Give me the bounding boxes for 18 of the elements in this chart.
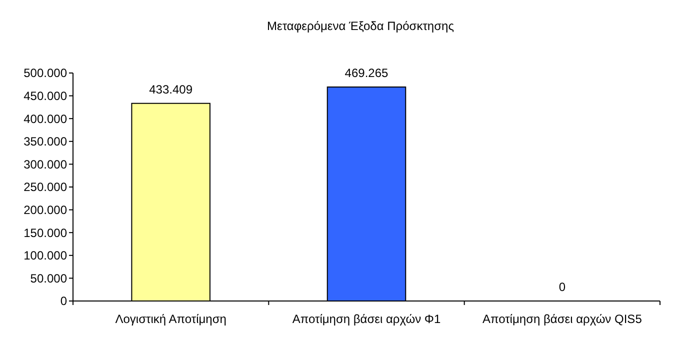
y-tick-label: 200.000 [24, 203, 68, 217]
data-label: 0 [558, 280, 566, 294]
y-tick-label: 400.000 [24, 112, 68, 126]
y-tick-label: 500.000 [24, 66, 68, 80]
x-tick-label: Λογιστική Αποτίμηση [115, 312, 226, 326]
y-tick-label: 250.000 [24, 180, 68, 194]
x-tick-label: Αποτίμηση βάσει αρχών QIS5 [482, 312, 642, 326]
data-label: 469.265 [344, 66, 389, 80]
y-tick-label: 450.000 [24, 89, 68, 103]
y-tick-label: 350.000 [24, 134, 68, 149]
y-tick-label: 50.000 [30, 271, 68, 286]
y-tick-label: 100.000 [24, 248, 68, 263]
y-tick-label: 0 [60, 294, 68, 308]
chart-title: Μεταφερόμενα Έξοδα Πρόσκτησης [267, 19, 454, 33]
y-tick-label: 150.000 [24, 226, 68, 240]
y-tick-label: 300.000 [24, 157, 68, 172]
x-tick-label: Αποτίμηση βάσει αρχών Φ1 [292, 312, 441, 326]
data-label: 433.409 [149, 82, 193, 96]
